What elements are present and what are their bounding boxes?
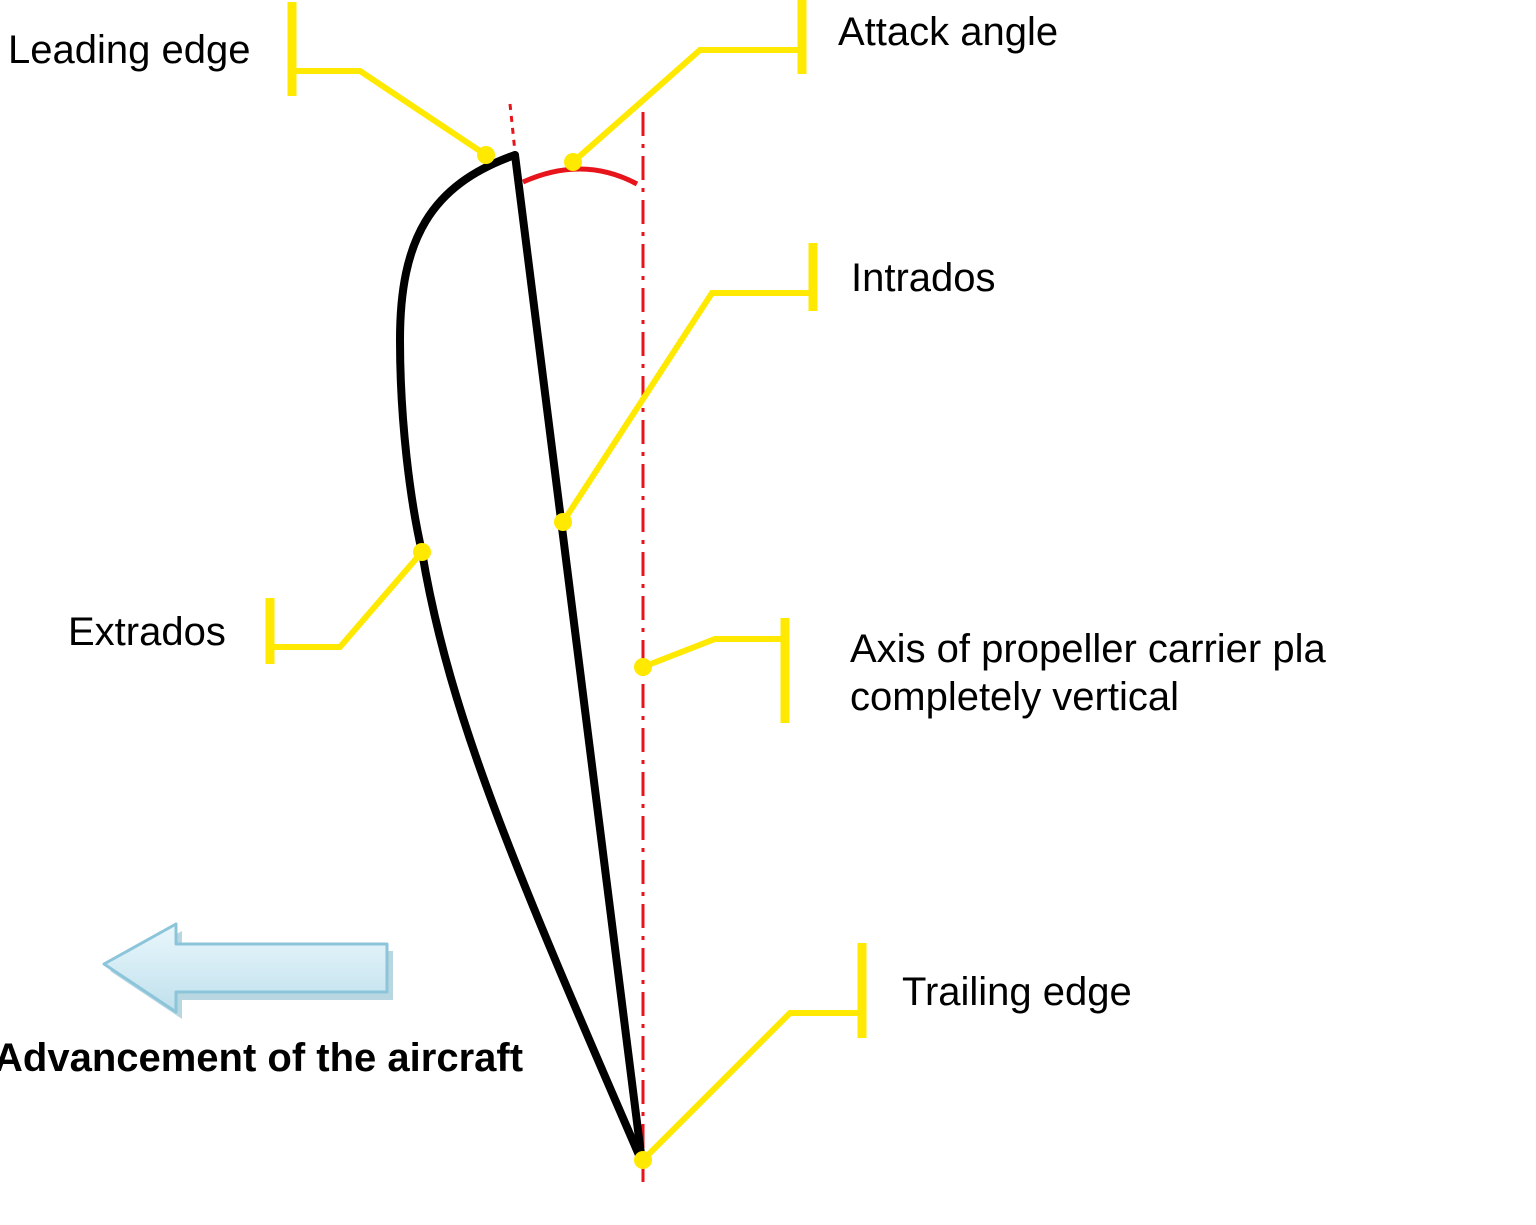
extrados-dot (413, 543, 431, 561)
intrados-dot (554, 513, 572, 531)
extrados-label: Extrados (68, 610, 226, 654)
trailing-edge-callout (634, 943, 867, 1169)
intrados-label: Intrados (851, 256, 996, 300)
trailing-edge-label: Trailing edge (902, 970, 1132, 1014)
axis-dot (634, 658, 652, 676)
leading-edge-callout (287, 2, 495, 164)
axis-label-line1: Axis of propeller carrier pla (850, 627, 1326, 671)
axis-label-line2: completely vertical (850, 675, 1179, 719)
attack-angle-dot (564, 153, 582, 171)
attack-angle-arc (521, 166, 639, 187)
axis-callout (634, 618, 790, 723)
leading-edge-label: Leading edge (8, 28, 250, 72)
attack-angle-callout (564, 0, 807, 171)
advancement-label: Advancement of the aircraft (0, 1036, 523, 1080)
extrados-curve (396, 151, 646, 1166)
intrados-callout (554, 243, 818, 531)
intrados-line (511, 151, 646, 1166)
chord-extension-line (508, 103, 517, 153)
attack-angle-label: Attack angle (838, 10, 1058, 54)
left-arrow-icon (102, 922, 393, 1019)
trailing-edge-dot (634, 1151, 652, 1169)
leading-edge-dot (477, 146, 495, 164)
extrados-callout (265, 543, 431, 664)
